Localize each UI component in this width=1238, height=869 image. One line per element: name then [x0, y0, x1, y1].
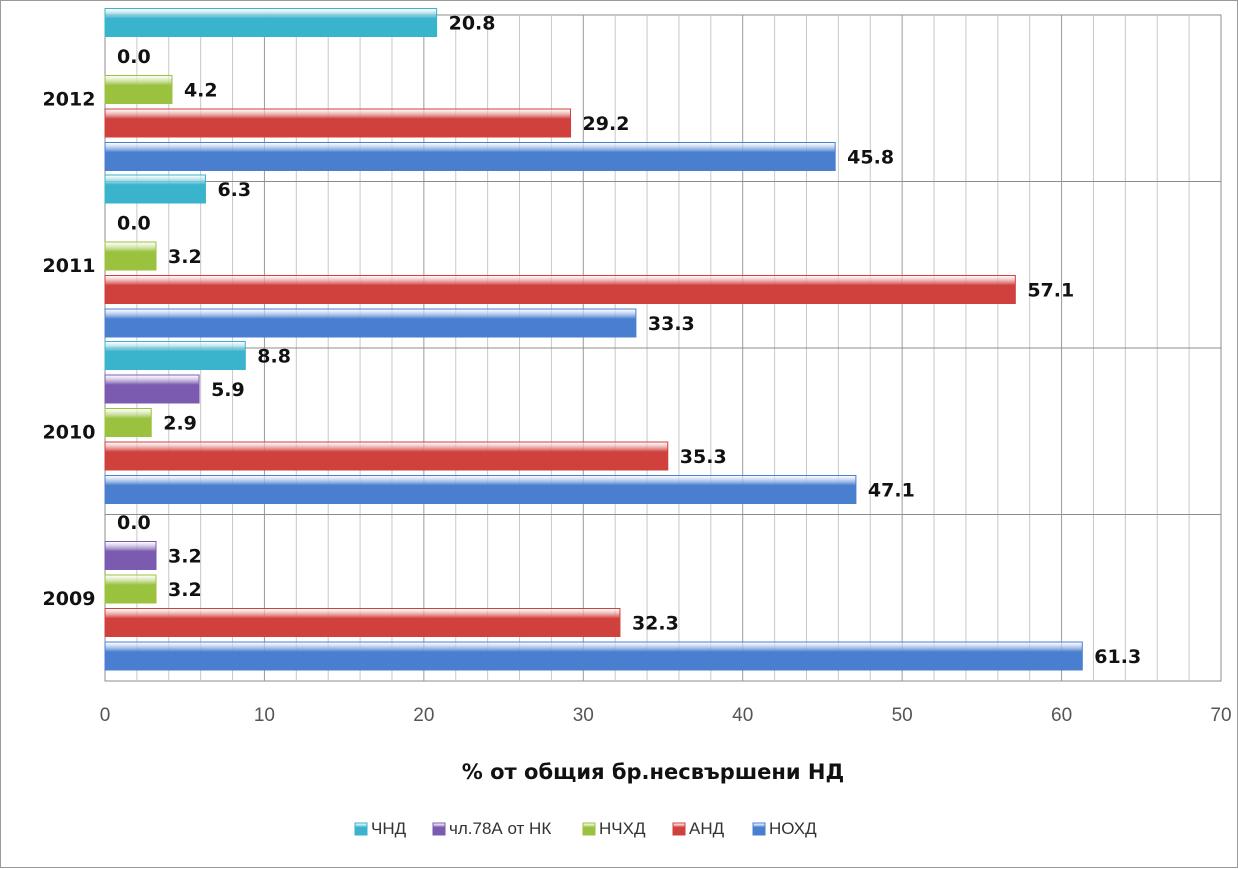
data-label: 45.8 [847, 147, 894, 169]
data-label: 35.3 [680, 446, 727, 468]
legend-swatch [672, 822, 686, 836]
bar [104, 308, 637, 338]
bar [104, 275, 1016, 304]
bar [104, 75, 173, 104]
data-label: 3.2 [168, 579, 202, 601]
data-label: 3.2 [168, 546, 202, 568]
legend-label: НОХД [769, 819, 817, 838]
category-label: 2012 [43, 88, 96, 110]
legend-label: АНД [689, 819, 725, 838]
category-label: 2010 [43, 421, 96, 443]
data-label: 4.2 [184, 80, 218, 102]
data-label: 0.0 [117, 46, 151, 68]
bar [104, 641, 1083, 671]
bar [104, 574, 157, 604]
data-label: 32.3 [632, 613, 679, 635]
legend-label: ЧНД [371, 819, 407, 838]
bar [104, 541, 157, 570]
bar [104, 8, 438, 37]
bar [104, 408, 152, 437]
bar [104, 241, 157, 271]
legend-swatch [752, 822, 766, 836]
data-label: 57.1 [1027, 280, 1074, 302]
data-label: 29.2 [583, 113, 630, 135]
x-tick-label: 10 [254, 705, 275, 726]
category-label: 2011 [43, 255, 96, 277]
x-tick-label: 70 [1210, 705, 1231, 726]
data-label: 0.0 [117, 213, 151, 235]
bar [104, 441, 669, 471]
x-tick-label: 40 [732, 705, 753, 726]
data-label: 33.3 [648, 313, 695, 335]
data-label: 2.9 [163, 413, 197, 435]
data-label: 20.8 [449, 13, 496, 35]
legend-swatch [432, 822, 446, 836]
data-label: 47.1 [868, 480, 915, 502]
bar [104, 108, 572, 138]
bar [104, 374, 200, 404]
x-tick-label: 60 [1051, 705, 1072, 726]
x-tick-label: 20 [413, 705, 434, 726]
data-label: 3.2 [168, 246, 202, 268]
x-tick-label: 50 [892, 705, 913, 726]
x-tick-label: 0 [100, 705, 111, 726]
data-label: 5.9 [211, 379, 245, 401]
category-label: 2009 [43, 588, 96, 610]
data-label: 61.3 [1094, 646, 1141, 668]
x-tick-label: 30 [573, 705, 594, 726]
data-label: 6.3 [217, 179, 251, 201]
x-axis-title: % от общия бр.несвършени НД [462, 760, 844, 784]
bar [104, 608, 621, 637]
legend-swatch [582, 822, 596, 836]
legend-label: НЧХД [599, 819, 646, 838]
data-label: 0.0 [117, 512, 151, 534]
bar [104, 475, 857, 504]
bar [104, 142, 836, 171]
bar [104, 174, 206, 204]
legend-swatch [354, 822, 368, 836]
legend-label: чл.78А от НК [449, 819, 551, 838]
bar [104, 341, 246, 370]
data-label: 8.8 [257, 346, 291, 368]
